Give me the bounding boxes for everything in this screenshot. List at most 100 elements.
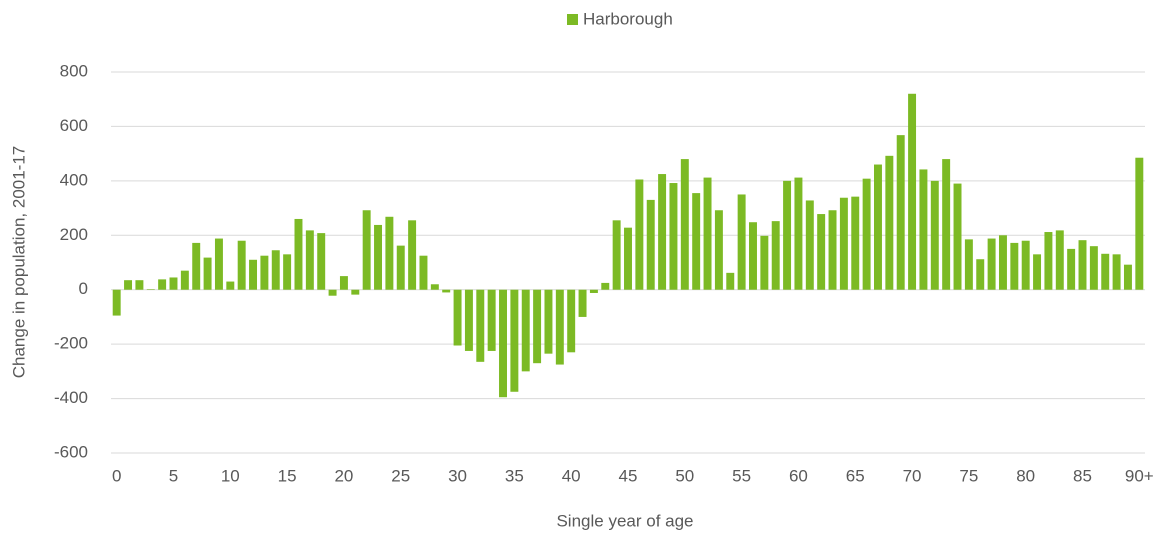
bar — [1010, 242, 1019, 290]
bar — [419, 255, 428, 290]
bar — [919, 169, 928, 290]
bar — [817, 214, 826, 290]
x-tick-label: 15 — [278, 466, 297, 485]
x-axis-title: Single year of age — [556, 511, 693, 530]
y-tick-label: 600 — [60, 116, 88, 135]
x-tick-label: 35 — [505, 466, 524, 485]
bar — [692, 193, 701, 290]
bar — [851, 196, 860, 290]
legend-label: Harborough — [583, 9, 673, 28]
y-tick-label: -600 — [54, 442, 88, 461]
bar — [726, 272, 735, 290]
bar — [362, 210, 371, 290]
bar — [896, 135, 905, 290]
bar — [237, 240, 246, 290]
bar — [942, 159, 951, 290]
bar — [567, 289, 576, 353]
bar — [135, 280, 144, 290]
x-tick-label: 90+ — [1125, 466, 1154, 485]
bar — [794, 177, 803, 290]
bar — [783, 180, 792, 290]
bar — [408, 220, 417, 290]
bar — [1044, 232, 1053, 290]
bar — [476, 289, 485, 362]
bar — [589, 289, 598, 293]
bar — [226, 281, 235, 290]
bar — [214, 238, 223, 290]
x-tick-label: 55 — [732, 466, 751, 485]
bar — [510, 289, 519, 392]
bar — [453, 289, 462, 346]
bar — [328, 289, 337, 296]
y-tick-label: 800 — [60, 61, 88, 80]
bar — [930, 180, 939, 290]
bar — [1101, 253, 1110, 290]
bar — [249, 259, 258, 290]
bar — [805, 200, 814, 290]
x-tick-label: 20 — [334, 466, 353, 485]
bar — [464, 289, 473, 351]
x-tick-label: 60 — [789, 466, 808, 485]
bar — [1078, 240, 1087, 290]
x-tick-label: 5 — [169, 466, 178, 485]
bar — [385, 216, 394, 290]
x-tick-label: 80 — [1016, 466, 1035, 485]
bar — [839, 197, 848, 290]
bar — [180, 270, 189, 290]
bar — [283, 254, 292, 290]
bar — [1021, 240, 1030, 290]
y-tick-label: -200 — [54, 334, 88, 353]
bar — [260, 255, 269, 290]
bar — [1112, 254, 1121, 290]
bar — [953, 183, 962, 290]
bar — [601, 282, 610, 290]
bar — [544, 289, 553, 354]
bar — [635, 179, 644, 290]
y-tick-label: 0 — [79, 279, 88, 298]
bar — [533, 289, 542, 364]
bar — [169, 277, 178, 290]
bar — [430, 284, 439, 290]
y-tick-label: -400 — [54, 388, 88, 407]
x-tick-label: 70 — [903, 466, 922, 485]
bar — [555, 289, 564, 365]
bar — [646, 199, 655, 290]
x-tick-label: 40 — [562, 466, 581, 485]
legend-swatch — [567, 14, 578, 25]
bar — [862, 178, 871, 290]
bar — [203, 257, 212, 290]
bar — [612, 220, 621, 290]
x-tick-label: 0 — [112, 466, 121, 485]
bar — [680, 159, 689, 290]
bar — [192, 242, 201, 290]
bar — [271, 250, 280, 290]
bar — [998, 235, 1007, 290]
bar — [908, 93, 917, 290]
x-tick-label: 30 — [448, 466, 467, 485]
x-tick-label: 75 — [959, 466, 978, 485]
y-tick-label: 400 — [60, 170, 88, 189]
bar — [146, 289, 155, 290]
bar — [658, 174, 667, 290]
bar — [714, 210, 723, 290]
bar — [760, 235, 769, 290]
bar — [976, 259, 985, 290]
bar — [885, 155, 894, 290]
bar — [317, 233, 326, 290]
x-tick-label: 25 — [391, 466, 410, 485]
bar — [669, 183, 678, 290]
bar — [578, 289, 587, 317]
bar — [1033, 254, 1042, 290]
bar — [487, 289, 496, 351]
x-tick-label: 50 — [675, 466, 694, 485]
bar — [112, 289, 121, 316]
bar — [987, 238, 996, 290]
bar — [396, 245, 405, 290]
bar — [771, 221, 780, 290]
y-axis-title: Change in population, 2001-17 — [9, 146, 28, 379]
bar — [624, 227, 632, 290]
bar — [499, 289, 507, 398]
y-tick-label: 200 — [60, 225, 88, 244]
bar — [703, 177, 712, 290]
